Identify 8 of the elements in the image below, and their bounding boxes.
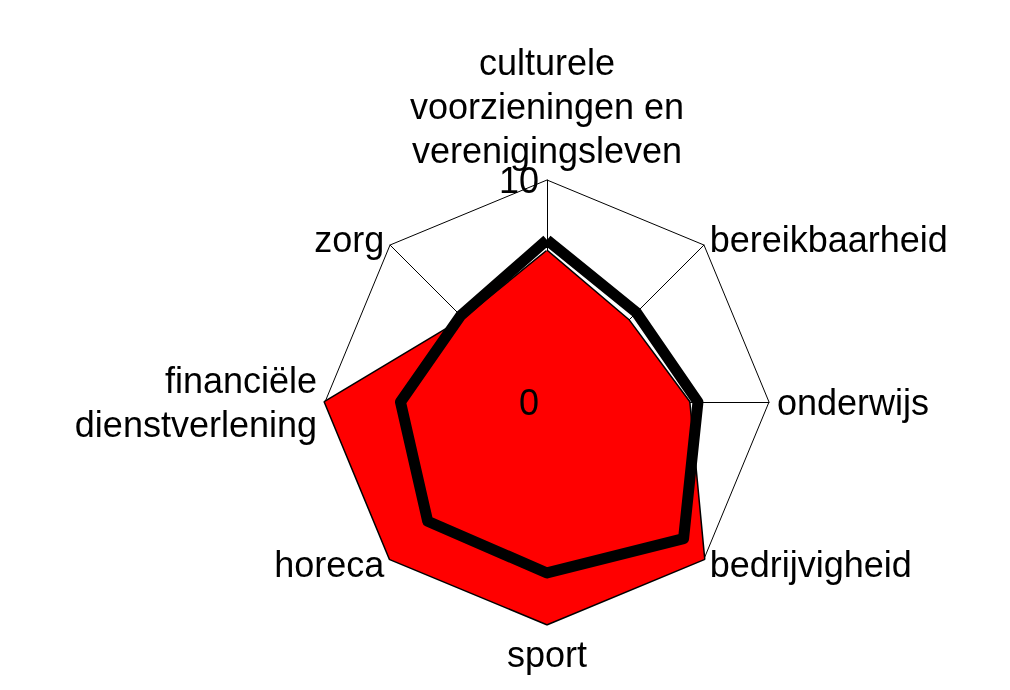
- spoke-label: onderwijs: [777, 381, 930, 423]
- spoke-label: sport: [506, 633, 588, 675]
- spoke-label: bedrijvigheid: [709, 544, 912, 586]
- spoke-label: zorg: [314, 218, 385, 260]
- y-tick-label: 0: [518, 381, 539, 423]
- spoke-label: bereikbaarheid: [709, 218, 948, 260]
- spoke-label: financiële dienstverlening: [74, 359, 317, 445]
- spoke-label: horeca: [274, 544, 386, 586]
